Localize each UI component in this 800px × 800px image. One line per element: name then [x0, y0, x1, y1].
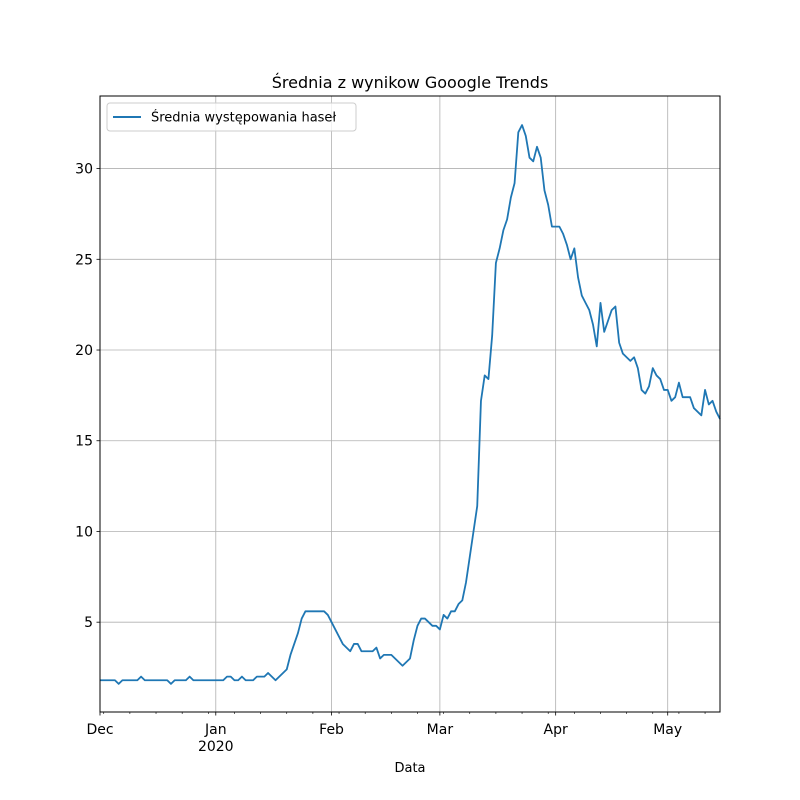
legend: Średnia występowania haseł: [106, 102, 357, 132]
grid: [100, 96, 720, 712]
x-tick-label: Feb: [319, 722, 344, 738]
y-tick-label: 10: [75, 524, 93, 540]
plot-frame: [99, 95, 721, 713]
chart-title: Średnia z wynikow Gooogle Trends: [272, 73, 549, 92]
y-tick-label: 25: [75, 252, 93, 268]
x-tick-label: Dec: [86, 722, 113, 738]
x-tick-label: Mar: [427, 722, 454, 738]
y-tick-label: 15: [75, 434, 93, 450]
series-line: [100, 124, 721, 685]
legend-box: [106, 102, 357, 132]
x-tick-label: Jan: [204, 722, 227, 738]
y-tick-label: 5: [84, 615, 93, 631]
x-axis-label: Data: [394, 761, 425, 776]
x-tick-label: Apr: [544, 722, 568, 738]
series-layer: [100, 124, 721, 685]
x-tick-label: May: [653, 722, 682, 738]
y-tick-label: 20: [75, 343, 93, 359]
legend-entry-label: Średnia występowania haseł: [151, 110, 336, 126]
y-tick-label: 30: [75, 162, 93, 178]
x-tick-year-label: 2020: [198, 739, 234, 755]
